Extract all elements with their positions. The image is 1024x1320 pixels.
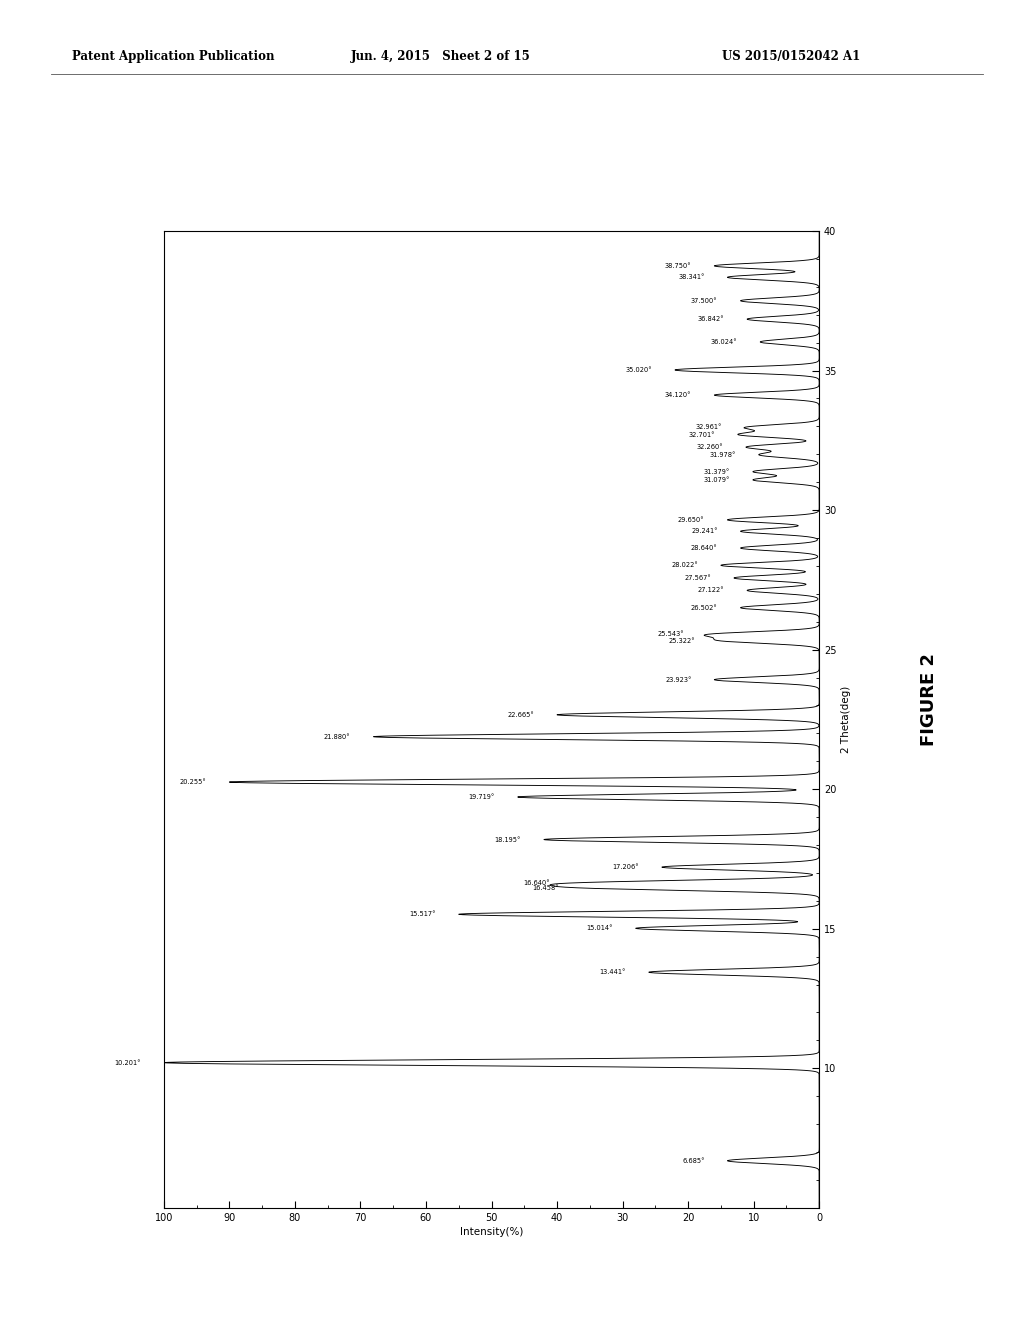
Text: 36.024°: 36.024° xyxy=(711,339,737,345)
Text: 10.201°: 10.201° xyxy=(115,1060,141,1065)
Text: 32.961°: 32.961° xyxy=(695,425,722,430)
Text: 25.543°: 25.543° xyxy=(657,631,684,638)
Text: 32.260°: 32.260° xyxy=(696,444,723,450)
Text: 17.206°: 17.206° xyxy=(612,865,639,870)
Text: 13.441°: 13.441° xyxy=(599,969,626,975)
Text: 32.701°: 32.701° xyxy=(688,432,715,438)
Text: 28.640°: 28.640° xyxy=(691,545,718,550)
Text: 37.500°: 37.500° xyxy=(691,298,718,304)
Text: 38.341°: 38.341° xyxy=(678,275,705,280)
Text: 6.685°: 6.685° xyxy=(682,1158,705,1164)
Text: US 2015/0152042 A1: US 2015/0152042 A1 xyxy=(722,50,860,63)
Text: 27.567°: 27.567° xyxy=(684,576,711,581)
Text: 20.255°: 20.255° xyxy=(179,779,207,785)
Text: 15.517°: 15.517° xyxy=(410,911,436,917)
Text: 21.880°: 21.880° xyxy=(324,734,350,739)
Text: 15.014°: 15.014° xyxy=(587,925,612,932)
Text: 22.665°: 22.665° xyxy=(507,711,535,718)
Text: Patent Application Publication: Patent Application Publication xyxy=(72,50,274,63)
Text: 31.079°: 31.079° xyxy=(703,477,730,483)
Text: 36.842°: 36.842° xyxy=(697,315,724,322)
Text: 16.640°: 16.640° xyxy=(523,880,550,886)
Text: 26.502°: 26.502° xyxy=(691,605,718,611)
X-axis label: Intensity(%): Intensity(%) xyxy=(460,1226,523,1237)
Text: 28.022°: 28.022° xyxy=(671,562,698,569)
Text: 31.379°: 31.379° xyxy=(703,469,730,475)
Text: 27.122°: 27.122° xyxy=(697,587,724,594)
Text: Jun. 4, 2015   Sheet 2 of 15: Jun. 4, 2015 Sheet 2 of 15 xyxy=(350,50,530,63)
Text: 34.120°: 34.120° xyxy=(665,392,691,399)
Text: 18.195°: 18.195° xyxy=(495,837,521,842)
Text: 29.650°: 29.650° xyxy=(678,517,705,523)
Text: 19.719°: 19.719° xyxy=(469,795,495,800)
Text: 23.923°: 23.923° xyxy=(665,677,691,682)
Text: FIGURE 2: FIGURE 2 xyxy=(920,653,938,746)
Text: 25.322°: 25.322° xyxy=(669,638,695,644)
Text: 35.020°: 35.020° xyxy=(626,367,652,374)
Text: 29.241°: 29.241° xyxy=(691,528,718,535)
Text: 16.458°: 16.458° xyxy=(532,884,559,891)
Text: 38.750°: 38.750° xyxy=(665,263,691,269)
Y-axis label: 2 Theta(deg): 2 Theta(deg) xyxy=(841,686,851,752)
Text: 31.978°: 31.978° xyxy=(710,451,736,458)
